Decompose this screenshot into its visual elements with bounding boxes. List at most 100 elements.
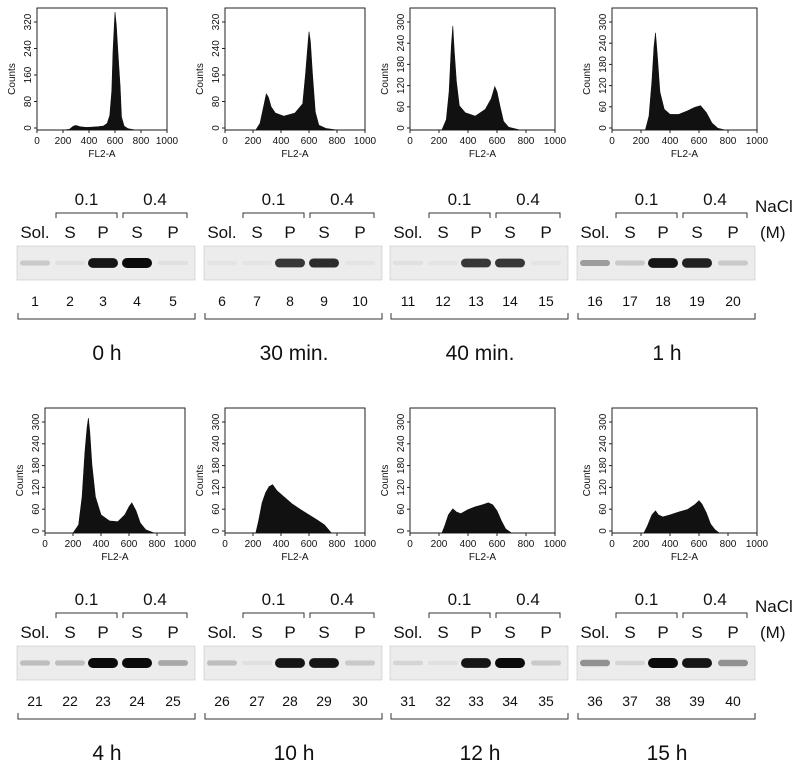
y-tick-label: 0 <box>23 125 34 131</box>
y-tick-label: 240 <box>211 435 222 452</box>
blot-band <box>345 660 375 666</box>
lane-label: P <box>354 623 365 642</box>
timepoint-bracket <box>17 313 196 320</box>
x-tick-label: 200 <box>431 136 448 147</box>
bracket-0.1 <box>55 212 118 218</box>
nacl-unit-label: (M) <box>760 223 785 242</box>
x-tick-label: 1000 <box>746 136 769 147</box>
lane-label: P <box>540 623 551 642</box>
lane-label: Sol. <box>20 623 49 642</box>
x-tick-label: 800 <box>720 136 737 147</box>
nacl-0.1-label: 0.1 <box>635 190 659 209</box>
lane-label: P <box>284 623 295 642</box>
x-tick-label: 600 <box>301 136 318 147</box>
lane-number: 16 <box>587 293 603 309</box>
x-tick-label: 200 <box>633 539 650 550</box>
x-tick-label: 800 <box>518 136 535 147</box>
y-tick-label: 240 <box>598 34 609 51</box>
blot-band <box>718 659 748 667</box>
bracket-0.1 <box>615 212 678 218</box>
histogram-fill <box>37 11 167 131</box>
timepoint-label: 12 h <box>460 742 501 765</box>
x-tick-label: 800 <box>329 539 346 550</box>
x-tick-label: 600 <box>107 136 124 147</box>
y-tick-label: 300 <box>598 13 609 30</box>
nacl-0.1-label: 0.1 <box>75 190 99 209</box>
y-tick-label: 0 <box>396 528 407 534</box>
x-tick-label: 1000 <box>544 136 567 147</box>
timepoint-label: 0 h <box>92 342 121 365</box>
y-tick-label: 180 <box>211 457 222 474</box>
lane-label: Sol. <box>580 223 609 242</box>
blot-band <box>309 258 339 268</box>
lane-label: S <box>624 223 635 242</box>
lane-number: 23 <box>95 693 111 709</box>
lane-number: 8 <box>286 293 294 309</box>
x-axis-label: FL2-A <box>88 149 116 160</box>
x-tick-label: 0 <box>42 539 48 550</box>
bracket-0.4 <box>122 212 188 218</box>
blot-band <box>158 260 188 266</box>
blot-band <box>88 658 118 668</box>
lane-label: P <box>470 223 481 242</box>
x-tick-label: 400 <box>460 136 477 147</box>
blot-band <box>242 660 272 666</box>
nacl-0.1-label: 0.1 <box>448 190 472 209</box>
timepoint-label: 10 h <box>274 742 315 765</box>
y-tick-label: 120 <box>211 479 222 496</box>
blot-panel-1: 0.1 0.4 Sol. S P S P 1 2 3 4 5 0 h <box>16 190 196 365</box>
lane-number: 21 <box>27 693 43 709</box>
blot-band <box>122 258 152 268</box>
blot-band <box>461 258 491 268</box>
histogram-fill <box>225 484 365 534</box>
lane-number: 12 <box>435 293 451 309</box>
y-tick-label: 180 <box>598 56 609 73</box>
lane-label: Sol. <box>393 223 422 242</box>
lane-number: 24 <box>129 693 145 709</box>
blot-band <box>275 658 305 668</box>
blot-band <box>682 658 712 668</box>
x-tick-label: 0 <box>222 136 228 147</box>
x-tick-label: 200 <box>65 539 82 550</box>
blot-band <box>648 658 678 668</box>
x-tick-label: 800 <box>518 539 535 550</box>
lane-label: P <box>354 223 365 242</box>
lane-number: 30 <box>352 693 368 709</box>
timepoint-label: 15 h <box>647 742 688 765</box>
y-tick-label: 180 <box>31 457 42 474</box>
lane-number: 26 <box>214 693 230 709</box>
lane-label: Sol. <box>393 623 422 642</box>
histogram-fill <box>410 502 555 534</box>
timepoint-bracket <box>204 713 383 720</box>
y-tick-label: 300 <box>598 413 609 430</box>
y-tick-label: 320 <box>211 13 222 30</box>
x-axis-label: FL2-A <box>101 552 129 563</box>
lane-label: P <box>284 223 295 242</box>
x-tick-label: 1000 <box>156 136 179 147</box>
blot-band <box>580 259 610 267</box>
nacl-0.1-label: 0.1 <box>262 190 286 209</box>
bracket-0.1 <box>242 212 305 218</box>
lane-number: 34 <box>502 693 518 709</box>
blot-band <box>580 659 610 667</box>
nacl-0.4-label: 0.4 <box>703 590 727 609</box>
x-tick-label: 0 <box>407 136 413 147</box>
nacl-0.4-label: 0.4 <box>516 590 540 609</box>
y-tick-label: 320 <box>23 13 34 30</box>
timepoint-label: 40 min. <box>446 342 515 365</box>
blot-band <box>88 258 118 268</box>
lane-number: 3 <box>99 293 107 309</box>
x-tick-label: 1000 <box>354 539 377 550</box>
x-tick-label: 600 <box>121 539 138 550</box>
nacl-unit-label-2: (M) <box>760 623 785 642</box>
timepoint-bracket <box>390 313 569 320</box>
lane-label: S <box>64 623 75 642</box>
x-tick-label: 1000 <box>174 539 197 550</box>
lane-label: P <box>97 223 108 242</box>
blot-band <box>531 660 561 666</box>
y-tick-label: 120 <box>31 479 42 496</box>
y-tick-label: 120 <box>598 77 609 94</box>
